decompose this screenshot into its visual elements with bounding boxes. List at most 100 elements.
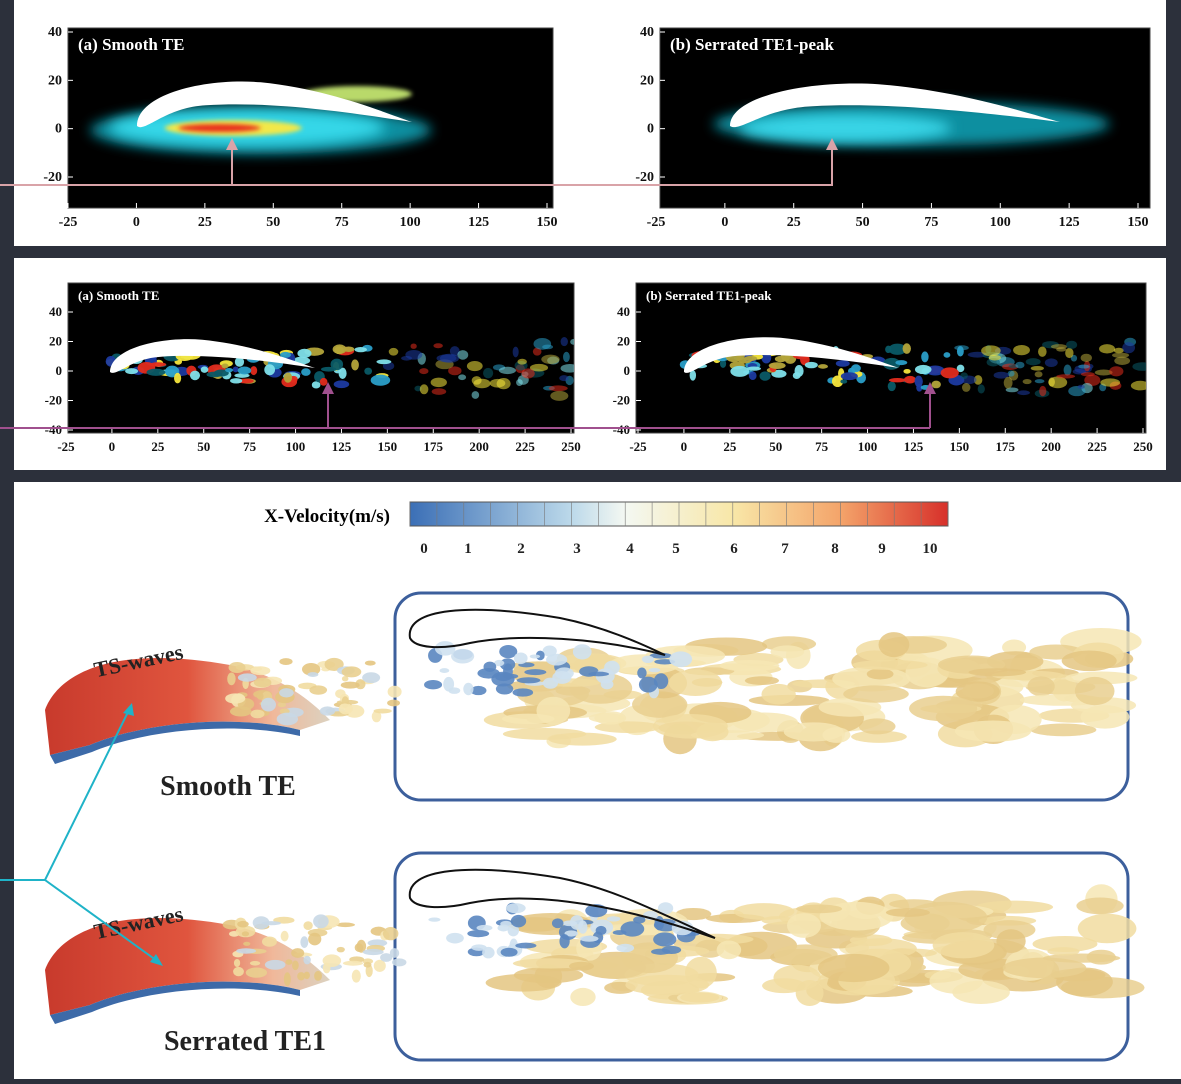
vortex xyxy=(297,972,305,980)
field-blob xyxy=(1081,354,1092,362)
vortex xyxy=(637,667,646,678)
vortex xyxy=(607,916,621,921)
vortex xyxy=(559,934,569,948)
vortex xyxy=(570,988,595,1006)
field-blob xyxy=(805,362,818,368)
field-blob xyxy=(550,391,568,401)
field-blob xyxy=(354,347,366,352)
vortex xyxy=(955,720,1031,741)
x-tick-label: 225 xyxy=(515,439,535,454)
vortex xyxy=(649,668,661,672)
field-blob xyxy=(1122,342,1135,353)
vortex xyxy=(343,961,363,966)
vortex xyxy=(517,677,541,683)
field-blob xyxy=(1013,345,1030,355)
field-blob xyxy=(522,368,535,378)
vortex xyxy=(859,718,896,734)
vortex xyxy=(1062,650,1117,671)
vortex xyxy=(680,992,719,1002)
field-blob xyxy=(225,368,233,372)
vortex xyxy=(616,944,634,953)
vortex xyxy=(642,656,654,663)
vortex xyxy=(511,915,526,927)
field-blob xyxy=(1056,374,1075,378)
vortex xyxy=(243,942,250,946)
vortex xyxy=(285,959,292,965)
x-tick-label: 0 xyxy=(721,215,728,230)
vortex xyxy=(279,688,294,697)
vortex xyxy=(1075,677,1115,705)
x-tick-label: 75 xyxy=(243,439,257,454)
vortex xyxy=(513,688,534,696)
vortex xyxy=(613,930,627,935)
vortex xyxy=(904,902,987,933)
colorbar-label: 6 xyxy=(730,541,738,557)
vortex xyxy=(388,686,402,698)
vortex xyxy=(352,970,361,983)
vortex xyxy=(639,677,658,693)
panel-title: (b) Serrated TE1-peak xyxy=(646,288,772,303)
vortex xyxy=(909,696,977,721)
vortex xyxy=(501,948,518,957)
y-tick-label: -20 xyxy=(43,170,62,185)
field-blob xyxy=(490,379,506,388)
vortex xyxy=(323,963,331,974)
field-blob xyxy=(201,366,209,372)
vortex xyxy=(237,921,249,928)
field-blob xyxy=(301,368,311,376)
vortex xyxy=(284,972,291,986)
field-blob xyxy=(960,372,968,379)
field-blob xyxy=(432,388,447,395)
vortex xyxy=(787,913,821,938)
field-blob xyxy=(851,364,861,372)
field-blob xyxy=(147,369,166,376)
field-blob xyxy=(921,351,928,362)
field-blob xyxy=(472,391,480,399)
vortex xyxy=(265,960,286,970)
field-blob xyxy=(389,348,399,356)
x-tick-label: 75 xyxy=(815,439,829,454)
vortex xyxy=(342,666,362,677)
field-blob xyxy=(730,366,749,377)
field-blob xyxy=(563,352,570,362)
vortex xyxy=(364,962,372,968)
field-blob xyxy=(376,359,391,364)
field-blob xyxy=(431,378,447,388)
field-blob xyxy=(457,350,468,360)
x-tick-label: 150 xyxy=(950,439,970,454)
field-blob xyxy=(437,354,457,362)
x-tick-label: 150 xyxy=(378,439,398,454)
vortex xyxy=(304,972,310,979)
field-blob xyxy=(331,359,344,371)
vortex xyxy=(546,654,567,666)
field-blob xyxy=(230,378,242,383)
x-tick-label: 100 xyxy=(858,439,878,454)
vortex xyxy=(281,931,289,942)
x-tick-label: 175 xyxy=(996,439,1016,454)
vortex xyxy=(387,700,400,707)
field-blob xyxy=(1026,358,1041,365)
case-name: Serrated TE1 xyxy=(164,1026,326,1057)
x-tick-label: 150 xyxy=(537,215,558,230)
field-blob xyxy=(517,359,526,365)
vortex xyxy=(307,672,318,677)
vortex xyxy=(589,713,624,723)
vortex xyxy=(1028,676,1055,696)
vortex xyxy=(796,904,842,913)
y-tick-label: -40 xyxy=(45,422,62,437)
colorbar-label: 4 xyxy=(626,541,634,557)
field-blob xyxy=(320,378,327,386)
vortex xyxy=(653,932,676,946)
vortex xyxy=(261,698,276,712)
field-blob xyxy=(1017,390,1030,395)
vortex xyxy=(392,958,406,966)
vortex xyxy=(968,668,1026,676)
field-blob xyxy=(467,361,483,371)
field-blob xyxy=(888,382,896,392)
plot: (a) Smooth TE40200-20-250255075100125150 xyxy=(43,25,557,230)
vortex xyxy=(300,936,308,948)
vortex xyxy=(291,948,304,958)
y-tick-label: -20 xyxy=(635,170,654,185)
field-blob xyxy=(1078,364,1089,368)
x-tick-label: -25 xyxy=(57,439,75,454)
